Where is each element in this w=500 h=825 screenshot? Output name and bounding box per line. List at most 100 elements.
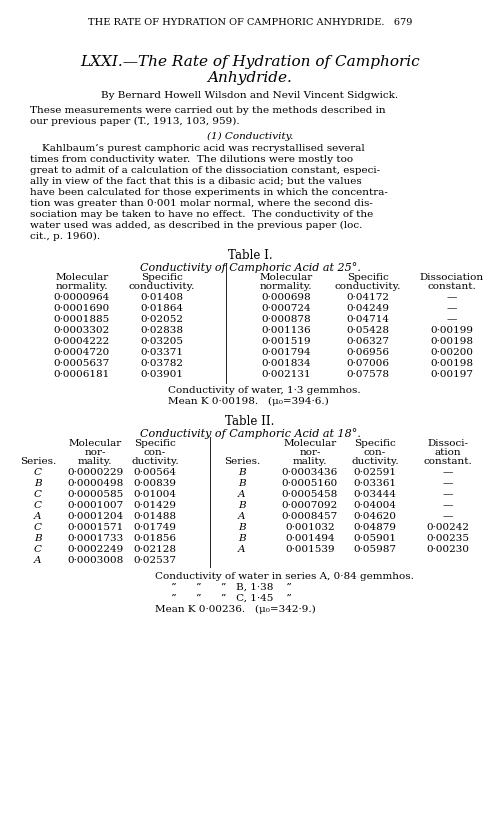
Text: 0·0008457: 0·0008457 [282,512,338,521]
Text: 0·001539: 0·001539 [285,545,335,554]
Text: 0·03444: 0·03444 [354,490,397,499]
Text: con-: con- [364,448,386,457]
Text: Molecular: Molecular [284,439,337,448]
Text: LXXI.—The Rate of Hydration of Camphoric: LXXI.—The Rate of Hydration of Camphoric [80,55,420,69]
Text: Mean K 0·00236.   (μ₀=342·9.): Mean K 0·00236. (μ₀=342·9.) [155,605,316,614]
Text: C: C [34,545,42,554]
Text: ation: ation [434,448,462,457]
Text: 0·00197: 0·00197 [430,370,474,379]
Text: conductivity.: conductivity. [335,282,401,291]
Text: 0·0007092: 0·0007092 [282,501,338,510]
Text: water used was added, as described in the previous paper (loc.: water used was added, as described in th… [30,221,362,230]
Text: 0·00839: 0·00839 [134,479,176,488]
Text: ductivity.: ductivity. [131,457,179,466]
Text: Molecular: Molecular [68,439,122,448]
Text: 0·0005637: 0·0005637 [54,359,110,368]
Text: 0·02052: 0·02052 [140,315,184,324]
Text: 0·0003008: 0·0003008 [67,556,123,565]
Text: 0·03901: 0·03901 [140,370,184,379]
Text: Series.: Series. [20,457,56,466]
Text: our previous paper (T., 1913, 103, 959).: our previous paper (T., 1913, 103, 959). [30,117,240,126]
Text: 0·01488: 0·01488 [134,512,176,521]
Text: Dissociation: Dissociation [420,273,484,282]
Text: normality.: normality. [260,282,312,291]
Text: 0·05901: 0·05901 [354,534,397,543]
Text: B: B [238,534,246,543]
Text: A: A [34,512,42,521]
Text: 0·01408: 0·01408 [140,293,184,302]
Text: —: — [447,293,457,302]
Text: 0·01004: 0·01004 [134,490,176,499]
Text: 0·03205: 0·03205 [140,337,184,346]
Text: Conductivity of Camphoric Acid at 18°.: Conductivity of Camphoric Acid at 18°. [140,428,360,439]
Text: 0·001494: 0·001494 [285,534,335,543]
Text: THE RATE OF HYDRATION OF CAMPHORIC ANHYDRIDE.   679: THE RATE OF HYDRATION OF CAMPHORIC ANHYD… [88,18,412,27]
Text: 0·0004720: 0·0004720 [54,348,110,357]
Text: great to admit of a calculation of the dissociation constant, especi-: great to admit of a calculation of the d… [30,166,380,175]
Text: Conductivity of water in series A, 0·84 gemmhos.: Conductivity of water in series A, 0·84 … [155,572,414,581]
Text: Anhydride.: Anhydride. [208,71,292,85]
Text: 0·06956: 0·06956 [346,348,390,357]
Text: Molecular: Molecular [260,273,312,282]
Text: Conductivity of Camphoric Acid at 25°.: Conductivity of Camphoric Acid at 25°. [140,262,360,273]
Text: 0·0001690: 0·0001690 [54,304,110,313]
Text: 0·0005160: 0·0005160 [282,479,338,488]
Text: 0·02591: 0·02591 [354,468,397,477]
Text: A: A [238,545,246,554]
Text: 0·001519: 0·001519 [261,337,311,346]
Text: 0·00198: 0·00198 [430,337,474,346]
Text: Table II.: Table II. [226,415,274,428]
Text: Conductivity of water, 1·3 gemmhos.: Conductivity of water, 1·3 gemmhos. [168,386,360,395]
Text: 0·00200: 0·00200 [430,348,474,357]
Text: constant.: constant. [424,457,472,466]
Text: 0·001834: 0·001834 [261,359,311,368]
Text: 0·02838: 0·02838 [140,326,184,335]
Text: 0·02537: 0·02537 [134,556,176,565]
Text: 0·0001733: 0·0001733 [67,534,123,543]
Text: sociation may be taken to have no effect.  The conductivity of the: sociation may be taken to have no effect… [30,210,373,219]
Text: ”      ”      ”   C, 1·45    ”: ” ” ” C, 1·45 ” [155,594,292,603]
Text: Specific: Specific [354,439,396,448]
Text: 0·0006181: 0·0006181 [54,370,110,379]
Text: 0·01856: 0·01856 [134,534,176,543]
Text: Specific: Specific [141,273,183,282]
Text: 0·03371: 0·03371 [140,348,184,357]
Text: 0·04714: 0·04714 [346,315,390,324]
Text: Series.: Series. [224,457,260,466]
Text: 0·05428: 0·05428 [346,326,390,335]
Text: mality.: mality. [293,457,327,466]
Text: 0·001794: 0·001794 [261,348,311,357]
Text: mality.: mality. [78,457,112,466]
Text: C: C [34,501,42,510]
Text: 0·01864: 0·01864 [140,304,184,313]
Text: ”      ”      ”   B, 1·38    ”: ” ” ” B, 1·38 ” [155,583,292,592]
Text: These measurements were carried out by the methods described in: These measurements were carried out by t… [30,106,386,115]
Text: 0·0003302: 0·0003302 [54,326,110,335]
Text: 0·000698: 0·000698 [261,293,311,302]
Text: 0·06327: 0·06327 [346,337,390,346]
Text: C: C [34,523,42,532]
Text: times from conductivity water.  The dilutions were mostly too: times from conductivity water. The dilut… [30,155,353,164]
Text: 0·04879: 0·04879 [354,523,397,532]
Text: B: B [34,479,42,488]
Text: 0·01749: 0·01749 [134,523,176,532]
Text: 0·0001885: 0·0001885 [54,315,110,324]
Text: constant.: constant. [428,282,476,291]
Text: —: — [443,468,453,477]
Text: 0·0004222: 0·0004222 [54,337,110,346]
Text: Specific: Specific [347,273,389,282]
Text: 0·03782: 0·03782 [140,359,184,368]
Text: 0·02128: 0·02128 [134,545,176,554]
Text: A: A [34,556,42,565]
Text: 0·07006: 0·07006 [346,359,390,368]
Text: 0·0000229: 0·0000229 [67,468,123,477]
Text: By Bernard Howell Wilsdon and Nevil Vincent Sidgwick.: By Bernard Howell Wilsdon and Nevil Vinc… [102,91,399,100]
Text: B: B [238,501,246,510]
Text: —: — [443,512,453,521]
Text: 0·0000964: 0·0000964 [54,293,110,302]
Text: 0·0002249: 0·0002249 [67,545,123,554]
Text: B: B [34,534,42,543]
Text: 0·0001571: 0·0001571 [67,523,123,532]
Text: normality.: normality. [56,282,108,291]
Text: —: — [443,501,453,510]
